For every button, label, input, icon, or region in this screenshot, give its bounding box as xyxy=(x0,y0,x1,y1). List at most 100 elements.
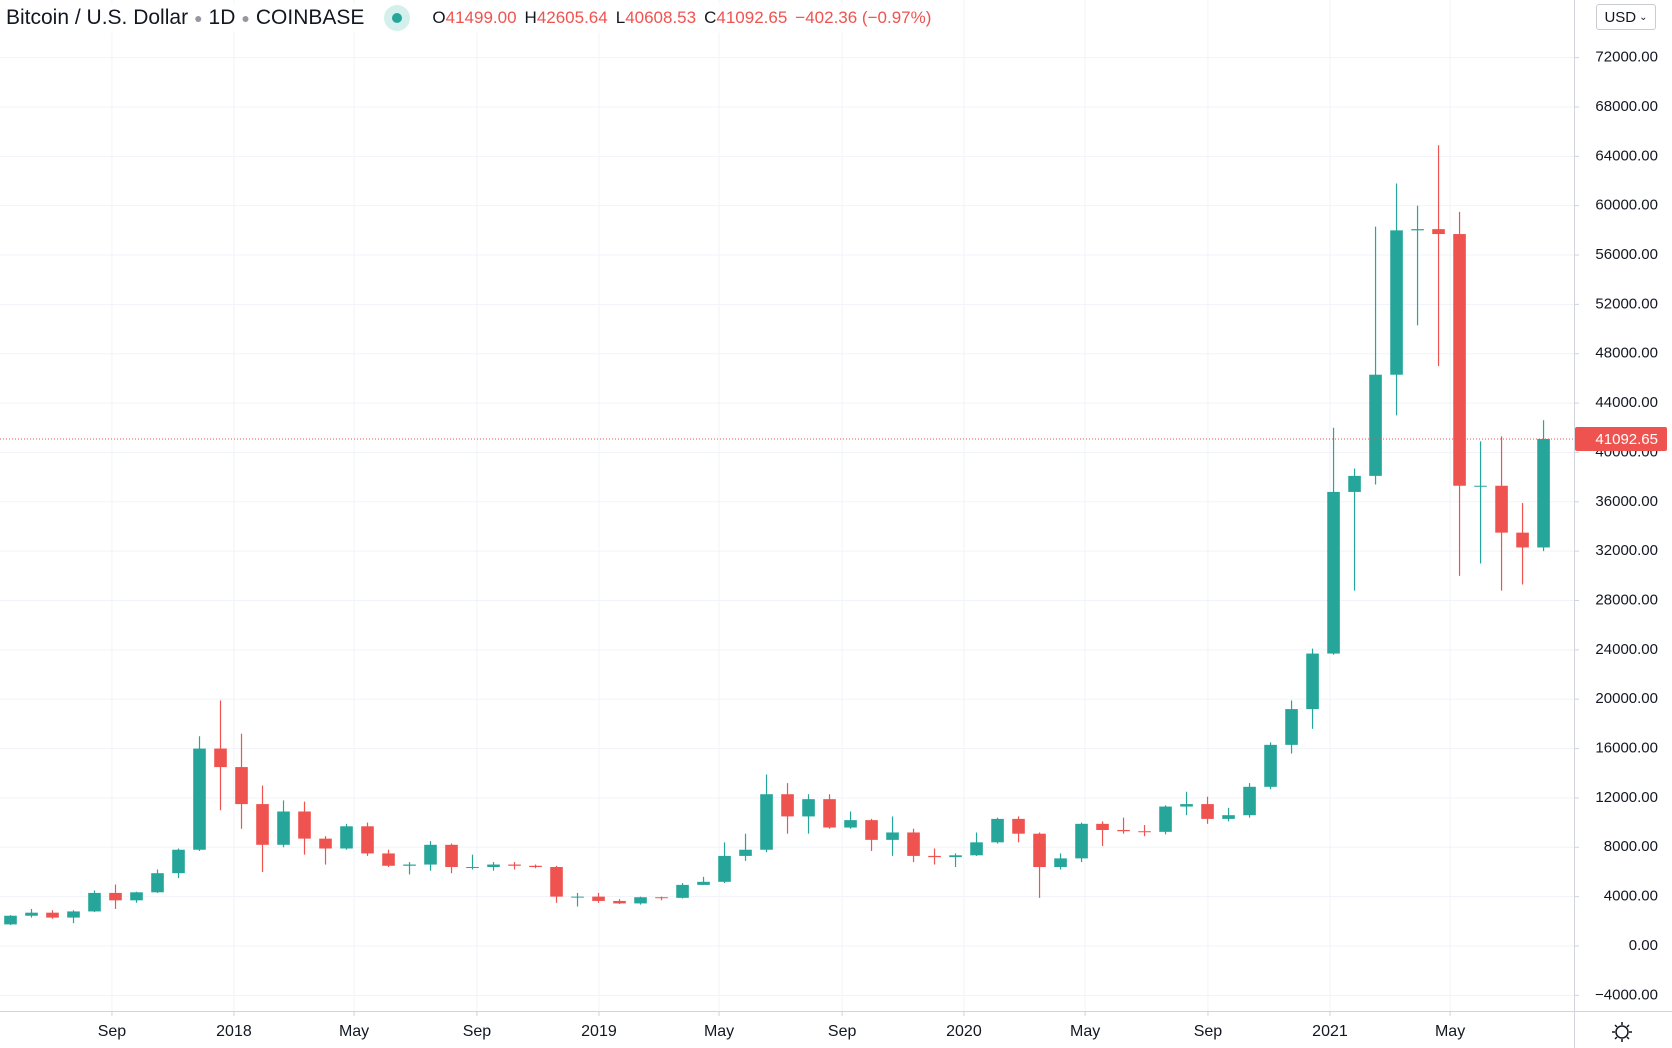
candle-body xyxy=(1369,374,1382,476)
y-tick-label: 20000.00 xyxy=(1595,690,1658,707)
settings-icon-ring xyxy=(1615,1025,1629,1039)
candle-body xyxy=(67,911,80,918)
candle-body xyxy=(298,811,311,839)
candle-body xyxy=(1453,234,1466,486)
candle-body xyxy=(718,855,731,882)
candle-body xyxy=(970,842,983,856)
x-tick-label: Sep xyxy=(828,1023,857,1040)
x-tick-label: May xyxy=(1435,1023,1465,1040)
x-tick-label: 2021 xyxy=(1312,1023,1348,1040)
ohlc-key: O xyxy=(432,8,446,27)
candle-body xyxy=(634,897,647,904)
candle-body xyxy=(760,794,773,850)
candle-body xyxy=(592,896,605,901)
candle-body xyxy=(1474,485,1487,487)
last-price-label: 41092.65 xyxy=(1595,431,1658,448)
currency-button[interactable]: USD ⌄ xyxy=(1596,4,1656,30)
x-tick-label: 2019 xyxy=(581,1023,617,1040)
symbol[interactable]: Bitcoin / U.S. Dollar xyxy=(6,6,189,29)
market-status xyxy=(384,5,411,31)
candle-body xyxy=(508,864,521,866)
candle-body xyxy=(865,820,878,840)
candle-body xyxy=(1516,532,1529,548)
x-tick-label: May xyxy=(339,1023,369,1040)
ohlc-value: 41499.00 xyxy=(445,8,517,27)
candle-body xyxy=(907,832,920,856)
candle-body xyxy=(1432,229,1445,235)
candle-body xyxy=(382,853,395,866)
candle-body xyxy=(1495,485,1508,533)
x-tick-label: Sep xyxy=(463,1023,492,1040)
ohlc-key: C xyxy=(704,8,717,27)
candle-body xyxy=(571,896,584,898)
candle-body xyxy=(487,864,500,868)
x-tick-label: Sep xyxy=(98,1023,127,1040)
ohlc-value: 40608.53 xyxy=(625,8,697,27)
legend-header: Bitcoin / U.S. Dollar ● 1D ● COINBASE O 414… xyxy=(6,3,932,33)
ohlc-value: 42605.64 xyxy=(536,8,608,27)
candle-body xyxy=(1054,858,1067,868)
candle-body xyxy=(739,849,752,856)
y-tick-label: 60000.00 xyxy=(1595,197,1658,214)
y-tick-label: 72000.00 xyxy=(1595,49,1658,66)
candle-body xyxy=(928,855,941,858)
candle-body xyxy=(550,867,563,897)
candle-body xyxy=(991,818,1004,843)
y-tick-label: 44000.00 xyxy=(1595,394,1658,411)
candle-body xyxy=(676,884,689,898)
y-tick-label: 8000.00 xyxy=(1604,838,1658,855)
settings-icon[interactable] xyxy=(1612,1022,1632,1042)
candle-body xyxy=(655,897,668,899)
candle-body xyxy=(949,855,962,858)
candle-body xyxy=(1243,786,1256,816)
candle-body xyxy=(781,794,794,817)
candle-body xyxy=(1537,438,1550,548)
y-tick-label: 56000.00 xyxy=(1595,246,1658,263)
ohlc-key: L xyxy=(615,8,626,27)
settings-icon-spokes xyxy=(1612,1022,1632,1042)
y-tick-label: −4000.00 xyxy=(1595,986,1658,1003)
candle-body xyxy=(109,892,122,901)
candle-body xyxy=(445,844,458,868)
y-tick-label: 32000.00 xyxy=(1595,542,1658,559)
y-tick-label: 12000.00 xyxy=(1595,789,1658,806)
candle-body xyxy=(1222,815,1235,819)
x-tick-label: 2018 xyxy=(216,1023,252,1040)
candle-body xyxy=(235,767,248,805)
candle-body xyxy=(25,912,38,916)
candle-body xyxy=(1348,475,1361,492)
y-tick-label: 0.00 xyxy=(1629,937,1658,954)
y-tick-label: 48000.00 xyxy=(1595,345,1658,362)
interval[interactable]: 1D xyxy=(208,6,236,29)
candle-body xyxy=(802,799,815,817)
x-tick-label: Sep xyxy=(1194,1023,1223,1040)
candle-body xyxy=(130,892,143,901)
candle-body xyxy=(1306,653,1319,710)
candle-body xyxy=(403,864,416,866)
candle-body xyxy=(361,826,374,854)
candle-body xyxy=(1390,230,1403,375)
y-tick-label: 64000.00 xyxy=(1595,147,1658,164)
y-tick-label: 52000.00 xyxy=(1595,295,1658,312)
candle-body xyxy=(1264,744,1277,787)
x-tick-label: 2020 xyxy=(946,1023,982,1040)
ohlc-value: 41092.65 xyxy=(716,8,788,27)
ohlc-key: H xyxy=(524,8,537,27)
candle-body xyxy=(886,832,899,840)
candle-body xyxy=(844,820,857,828)
y-tick-label: 24000.00 xyxy=(1595,641,1658,658)
candle-body xyxy=(340,826,353,849)
exchange: COINBASE xyxy=(255,6,365,29)
candle-body xyxy=(1033,833,1046,868)
candle-body xyxy=(613,900,626,904)
x-tick-label: May xyxy=(704,1023,734,1040)
candle-body xyxy=(1285,709,1298,745)
candle-body xyxy=(466,867,479,869)
candle-body xyxy=(151,873,164,893)
candle-body xyxy=(1159,806,1172,832)
last-price-box xyxy=(1575,426,1667,451)
candle-body xyxy=(1327,491,1340,654)
candle-body xyxy=(1138,831,1151,833)
candle-body xyxy=(88,892,101,912)
